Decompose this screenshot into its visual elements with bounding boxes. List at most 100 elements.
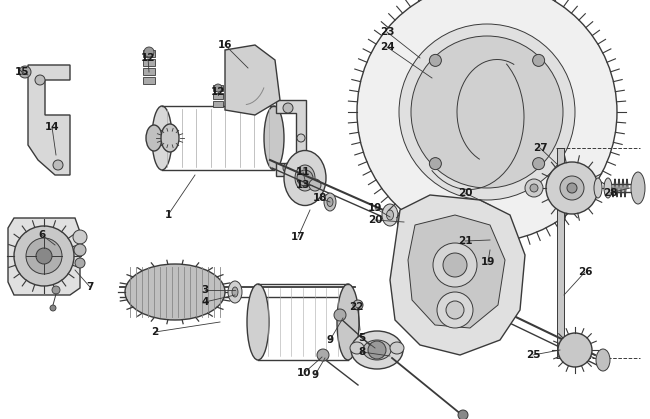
Circle shape [443, 253, 467, 277]
Text: 1: 1 [164, 210, 172, 220]
Bar [143, 68, 155, 75]
Text: 5: 5 [358, 333, 365, 343]
Circle shape [437, 292, 473, 328]
Text: 14: 14 [45, 122, 59, 132]
Circle shape [546, 162, 598, 214]
Ellipse shape [495, 197, 515, 223]
Text: 10: 10 [297, 368, 311, 378]
Ellipse shape [480, 225, 500, 251]
Circle shape [75, 258, 85, 268]
Circle shape [558, 333, 592, 367]
Ellipse shape [324, 193, 336, 211]
Text: 20: 20 [458, 188, 473, 198]
Circle shape [50, 305, 56, 311]
Circle shape [357, 0, 617, 242]
Circle shape [430, 158, 441, 170]
Text: 13: 13 [296, 180, 310, 190]
Ellipse shape [382, 204, 398, 226]
Circle shape [317, 349, 329, 361]
Text: 16: 16 [218, 40, 232, 50]
Text: 24: 24 [380, 42, 395, 52]
Polygon shape [390, 195, 525, 355]
Circle shape [35, 75, 45, 85]
Text: 4: 4 [202, 297, 209, 307]
Circle shape [567, 183, 577, 193]
Polygon shape [225, 45, 280, 115]
Text: 26: 26 [578, 267, 592, 277]
Text: 7: 7 [86, 282, 94, 292]
Ellipse shape [232, 287, 238, 297]
Circle shape [309, 179, 321, 191]
Text: 25: 25 [526, 350, 540, 360]
Circle shape [399, 24, 575, 200]
Circle shape [532, 158, 545, 170]
Circle shape [353, 300, 363, 310]
Ellipse shape [327, 197, 333, 207]
Text: 18: 18 [313, 193, 327, 203]
Circle shape [297, 134, 305, 142]
Circle shape [433, 243, 477, 287]
Ellipse shape [486, 232, 495, 244]
Bar [213, 93, 223, 99]
Polygon shape [276, 100, 306, 176]
Ellipse shape [228, 281, 242, 303]
Text: 17: 17 [291, 232, 306, 242]
Bar [213, 101, 223, 107]
Ellipse shape [397, 209, 413, 231]
Text: 28: 28 [603, 188, 618, 198]
Ellipse shape [500, 204, 510, 216]
Circle shape [446, 301, 464, 319]
Bar [143, 50, 155, 57]
Circle shape [560, 176, 584, 200]
Text: 19: 19 [481, 257, 495, 267]
Circle shape [53, 160, 63, 170]
Circle shape [430, 54, 441, 66]
Circle shape [19, 66, 31, 78]
Circle shape [283, 103, 293, 113]
Text: 12: 12 [141, 53, 155, 63]
Text: 8: 8 [358, 347, 365, 357]
Text: 19: 19 [368, 203, 382, 213]
Circle shape [73, 230, 87, 244]
Polygon shape [8, 218, 80, 295]
Text: 9: 9 [326, 335, 333, 345]
Ellipse shape [351, 331, 403, 369]
Ellipse shape [161, 124, 179, 152]
Circle shape [14, 226, 74, 286]
Circle shape [411, 36, 563, 188]
Ellipse shape [594, 178, 602, 198]
Circle shape [283, 163, 293, 173]
Ellipse shape [415, 217, 421, 227]
Bar [143, 77, 155, 84]
Circle shape [214, 84, 222, 92]
Text: 11: 11 [296, 167, 310, 177]
Polygon shape [408, 215, 505, 328]
Circle shape [532, 54, 545, 66]
Text: 15: 15 [15, 67, 29, 77]
Bar [213, 85, 223, 91]
Bar [143, 59, 155, 66]
Circle shape [530, 184, 538, 192]
Circle shape [144, 47, 154, 57]
Text: 22: 22 [349, 302, 363, 312]
Ellipse shape [387, 210, 393, 220]
Text: 12: 12 [211, 87, 226, 97]
Ellipse shape [390, 342, 404, 354]
Bar [557, 148, 564, 358]
Ellipse shape [631, 172, 645, 204]
Ellipse shape [486, 199, 495, 211]
Ellipse shape [363, 340, 391, 360]
Ellipse shape [295, 165, 315, 191]
Ellipse shape [604, 178, 612, 198]
Text: 3: 3 [202, 285, 209, 295]
Ellipse shape [284, 150, 326, 205]
Circle shape [334, 309, 346, 321]
Circle shape [297, 170, 313, 186]
Ellipse shape [402, 215, 408, 225]
Circle shape [52, 286, 60, 294]
Text: 2: 2 [151, 327, 159, 337]
Circle shape [368, 341, 386, 359]
Ellipse shape [410, 211, 426, 233]
Ellipse shape [125, 264, 225, 320]
Ellipse shape [500, 236, 510, 248]
